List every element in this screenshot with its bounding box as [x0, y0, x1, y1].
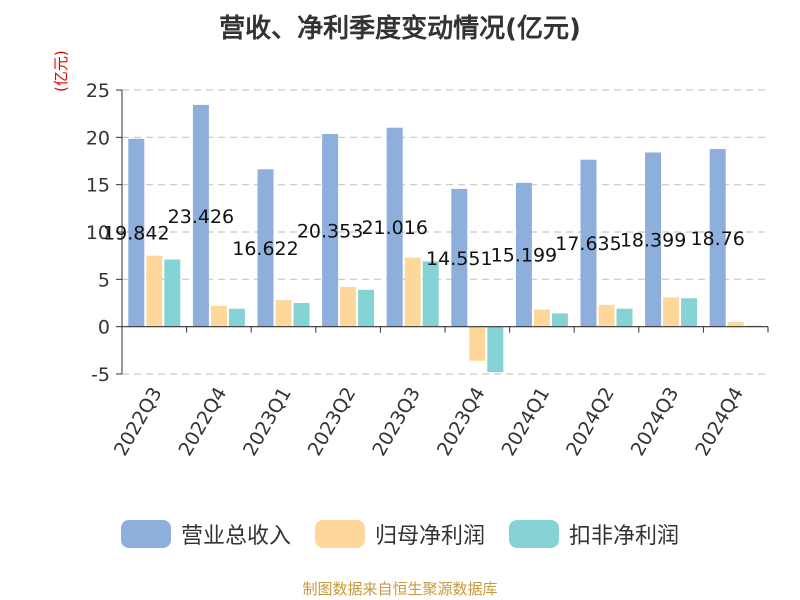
bar-revenue: [386, 127, 403, 327]
y-tick-label: 20: [86, 127, 110, 149]
x-tick-label: 2023Q4: [433, 384, 490, 460]
data-label-revenue: 18.399: [620, 230, 686, 252]
bar-deducted-profit: [293, 303, 310, 327]
x-tick-label: 2024Q3: [627, 384, 684, 460]
bar-net-profit: [340, 286, 357, 327]
legend-label-deducted-profit: 扣非净利润: [569, 524, 680, 549]
legend-label-net-profit: 归母净利润: [374, 524, 485, 549]
bar-revenue: [128, 138, 145, 327]
y-tick-label: 0: [98, 317, 110, 339]
bar-deducted-profit: [616, 308, 633, 327]
data-source-note: 制图数据来自恒生聚源数据库: [302, 580, 498, 598]
bar-deducted-profit: [358, 289, 375, 327]
legend-label-revenue: 营业总收入: [180, 524, 291, 549]
data-label-revenue: 16.622: [232, 238, 298, 260]
y-tick-label: 10: [86, 222, 110, 244]
bar-revenue: [580, 159, 597, 327]
legend-swatch-deducted-profit: [509, 520, 559, 548]
bar-deducted-profit: [228, 308, 245, 327]
bar-revenue: [322, 133, 339, 327]
legend: 营业总收入 归母净利润 扣非净利润: [0, 518, 800, 550]
data-label-revenue: 23.426: [168, 206, 234, 228]
x-tick-label: 2023Q1: [239, 384, 296, 460]
legend-item-deducted-profit[interactable]: 扣非净利润: [509, 518, 679, 550]
bar-revenue: [451, 188, 468, 327]
x-tick-label: 2023Q2: [304, 384, 361, 460]
bar-deducted-profit: [164, 259, 181, 327]
bar-revenue: [709, 149, 726, 327]
bar-net-profit: [663, 297, 680, 327]
chart-title: 营收、净利季度变动情况(亿元): [219, 14, 581, 44]
bar-deducted-profit: [551, 313, 568, 327]
x-tick-label: 2024Q2: [562, 384, 619, 460]
x-tick-label: 2022Q4: [174, 384, 231, 460]
legend-item-revenue[interactable]: 营业总收入: [120, 518, 291, 550]
bar-net-profit: [210, 305, 227, 327]
data-label-revenue: 17.635: [555, 233, 621, 255]
bar-deducted-profit: [487, 326, 504, 373]
bar-net-profit: [598, 304, 615, 327]
bar-net-profit: [404, 257, 421, 327]
legend-item-net-profit[interactable]: 归母净利润: [314, 518, 485, 550]
bar-net-profit: [727, 321, 744, 327]
data-label-revenue: 21.016: [361, 217, 427, 239]
bar-revenue: [645, 152, 662, 327]
bar-net-profit: [146, 255, 163, 327]
bar-net-profit: [533, 309, 550, 327]
bar-deducted-profit: [422, 261, 439, 327]
legend-swatch-net-profit: [314, 520, 365, 548]
x-tick-label: 2022Q3: [110, 384, 167, 460]
legend-swatch-revenue: [120, 520, 171, 548]
data-label-revenue: 19.842: [103, 223, 169, 245]
x-tick-label: 2024Q4: [691, 384, 748, 460]
bar-revenue: [192, 104, 209, 327]
x-tick-label: 2024Q1: [497, 384, 554, 460]
bar-net-profit: [469, 326, 486, 361]
data-label-revenue: 18.76: [690, 228, 744, 250]
x-tick-label: 2023Q3: [368, 384, 425, 460]
bar-revenue: [257, 169, 274, 327]
y-tick-label: -5: [91, 364, 110, 386]
y-tick-label: 15: [86, 175, 110, 197]
data-label-revenue: 20.353: [297, 220, 363, 242]
bar-net-profit: [275, 300, 292, 327]
y-tick-label: 5: [98, 269, 110, 291]
data-label-revenue: 15.199: [491, 245, 557, 267]
data-label-revenue: 14.551: [426, 248, 492, 270]
bar-revenue: [515, 182, 532, 327]
y-tick-label: 25: [86, 80, 110, 102]
bar-deducted-profit: [681, 298, 698, 327]
